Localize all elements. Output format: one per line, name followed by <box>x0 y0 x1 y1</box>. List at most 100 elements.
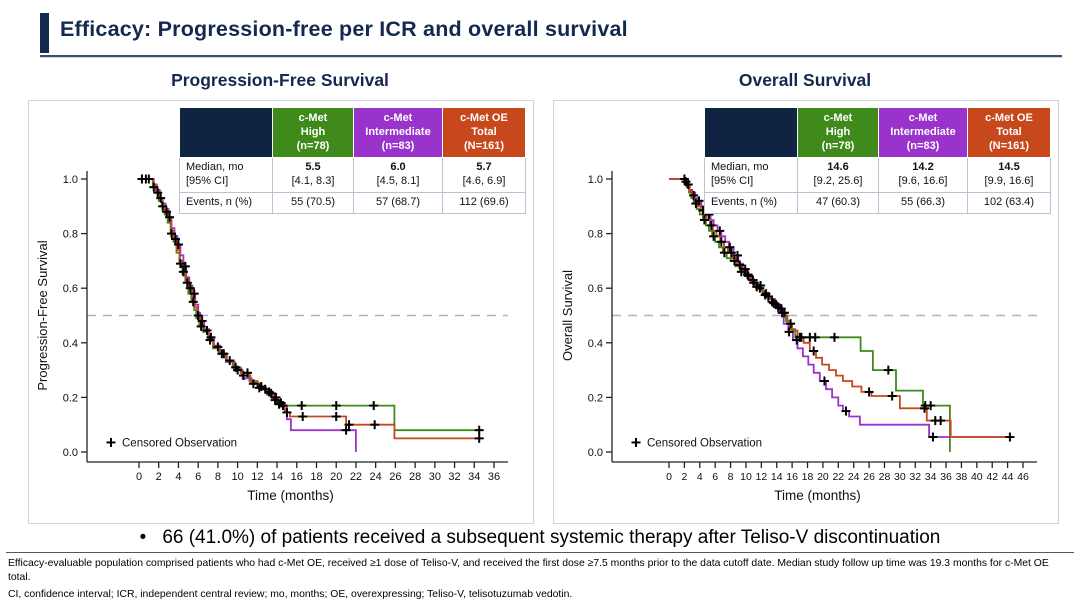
row-label-events: Events, n (%) <box>179 191 273 214</box>
svg-text:0.4: 0.4 <box>588 338 603 350</box>
svg-text:0: 0 <box>136 471 142 483</box>
table-header-row: c-Met High (n=78) c-Met Intermediate (n=… <box>704 106 1051 159</box>
title-accent-bar <box>40 13 49 53</box>
svg-text:26: 26 <box>863 471 875 483</box>
bullet-marker: • <box>139 527 147 548</box>
events-cell: 112 (69.6) <box>442 191 526 214</box>
row-label-median: Median, mo [95% CI] <box>704 157 798 193</box>
table-row-median: Median, mo [95% CI] 5.5 [4.1, 8.3] 6.0 [4.… <box>179 157 526 193</box>
svg-text:12: 12 <box>251 471 263 483</box>
events-cell: 102 (63.4) <box>967 191 1051 214</box>
svg-text:Progression-Free Survival: Progression-Free Survival <box>35 240 50 390</box>
svg-text:18: 18 <box>310 471 322 483</box>
table-row-events: Events, n (%) 55 (70.5) 57 (68.7) 112 (6… <box>179 191 526 214</box>
svg-text:14: 14 <box>271 471 283 483</box>
table-row-events: Events, n (%) 47 (60.3) 55 (66.3) 102 (6… <box>704 191 1051 214</box>
svg-text:46: 46 <box>1017 471 1029 483</box>
svg-text:Censored Observation: Censored Observation <box>647 437 762 449</box>
os-km-chart: 0.00.20.40.60.81.00 2 4 6 8 10 12 14 16 18 20 22 24 2… <box>560 171 1037 503</box>
median-cell: 14.2 [9.6, 16.6] <box>878 157 968 193</box>
ci-value: [9.2, 25.6] <box>813 175 863 187</box>
svg-text:38: 38 <box>956 471 968 483</box>
svg-text:40: 40 <box>971 471 983 483</box>
footnotes: Efficacy-evaluable population comprised … <box>8 557 1072 602</box>
svg-text:28: 28 <box>879 471 891 483</box>
svg-text:6: 6 <box>195 471 201 483</box>
os-stats-table: c-Met High (n=78) c-Met Intermediate (n=… <box>704 106 1051 214</box>
svg-text:0: 0 <box>666 471 672 483</box>
svg-text:22: 22 <box>832 471 844 483</box>
ci-value: [9.9, 16.6] <box>984 175 1034 187</box>
svg-text:36: 36 <box>940 471 952 483</box>
median-value: 14.2 <box>912 161 934 174</box>
svg-text:4: 4 <box>175 471 181 483</box>
bullet-line: • 66 (41.0%) of patients received a subse… <box>0 527 1080 549</box>
svg-text:28: 28 <box>409 471 421 483</box>
footnote-rule <box>6 552 1074 553</box>
row-label-median: Median, mo [95% CI] <box>179 157 273 193</box>
table-header-row: c-Met High (n=78) c-Met Intermediate (n=… <box>179 106 526 159</box>
col-header-cmet-intermediate: c-Met Intermediate (n=83) <box>878 106 968 159</box>
svg-text:20: 20 <box>330 471 342 483</box>
median-cell: 14.5 [9.9, 16.6] <box>967 157 1051 193</box>
footnote-population: Efficacy-evaluable population comprised … <box>8 558 1049 583</box>
svg-text:14: 14 <box>771 471 783 483</box>
svg-text:34: 34 <box>925 471 937 483</box>
bullet-text: 66 (41.0%) of patients received a subseq… <box>162 527 941 548</box>
svg-text:8: 8 <box>728 471 734 483</box>
svg-text:24: 24 <box>848 471 860 483</box>
median-cell: 6.0 [4.5, 8.1] <box>353 157 443 193</box>
svg-text:Time (months): Time (months) <box>774 488 861 503</box>
svg-text:30: 30 <box>894 471 906 483</box>
svg-text:8: 8 <box>215 471 221 483</box>
svg-text:16: 16 <box>786 471 798 483</box>
median-cell: 5.5 [4.1, 8.3] <box>272 157 354 193</box>
svg-text:6: 6 <box>712 471 718 483</box>
svg-text:18: 18 <box>802 471 814 483</box>
svg-text:0.8: 0.8 <box>588 229 603 241</box>
table-corner-cell <box>179 106 273 159</box>
svg-text:4: 4 <box>697 471 703 483</box>
page-title: Efficacy: Progression-free per ICR and o… <box>60 17 628 41</box>
pfs-stats-table: c-Met High (n=78) c-Met Intermediate (n=… <box>179 106 526 214</box>
svg-text:10: 10 <box>740 471 752 483</box>
events-cell: 55 (70.5) <box>272 191 354 214</box>
svg-text:30: 30 <box>429 471 441 483</box>
footnote-abbreviations: CI, confidence interval; ICR, independen… <box>8 589 573 601</box>
svg-text:22: 22 <box>350 471 362 483</box>
svg-text:0.0: 0.0 <box>588 447 603 459</box>
svg-text:20: 20 <box>817 471 829 483</box>
svg-text:Censored Observation: Censored Observation <box>122 437 237 449</box>
svg-text:26: 26 <box>389 471 401 483</box>
svg-text:2: 2 <box>156 471 162 483</box>
row-label-events: Events, n (%) <box>704 191 798 214</box>
events-cell: 55 (66.3) <box>878 191 968 214</box>
ci-value: [4.6, 6.9] <box>462 175 506 187</box>
events-cell: 57 (68.7) <box>353 191 443 214</box>
svg-text:Time (months): Time (months) <box>247 488 334 503</box>
svg-text:0.4: 0.4 <box>63 338 78 350</box>
svg-text:32: 32 <box>448 471 460 483</box>
title-rule <box>40 55 1062 57</box>
os-panel-title: Overall Survival <box>738 70 872 90</box>
ci-value: [4.5, 8.1] <box>376 175 420 187</box>
col-header-cmet-high: c-Met High (n=78) <box>272 106 354 159</box>
svg-text:0.2: 0.2 <box>588 392 603 404</box>
median-value: 5.5 <box>305 161 321 174</box>
svg-text:44: 44 <box>1002 471 1014 483</box>
median-value: 14.5 <box>998 161 1020 174</box>
svg-text:12: 12 <box>756 471 768 483</box>
os-panel: 0.0 0.2 0.4 0.6 0.8 1.0 0 2 4 6 8 10 12 14 16 18 20 22 24 2… <box>553 100 1059 524</box>
ci-value: [9.6, 16.6] <box>898 175 948 187</box>
svg-text:0.8: 0.8 <box>63 229 78 241</box>
pfs-km-chart: 0.00.20.40.60.81.00 2 4 6 8 10 12 14 16 18 20 22 24 2… <box>35 171 508 503</box>
svg-text:0.0: 0.0 <box>63 447 78 459</box>
svg-text:0.6: 0.6 <box>63 283 78 295</box>
col-header-cmet-oe-total: c-Met OE Total (N=161) <box>967 106 1051 159</box>
median-value: 14.6 <box>827 161 849 174</box>
svg-text:10: 10 <box>231 471 243 483</box>
svg-text:34: 34 <box>468 471 480 483</box>
svg-text:24: 24 <box>370 471 382 483</box>
svg-text:1.0: 1.0 <box>588 174 603 186</box>
pfs-panel: 0.0 0.2 0.4 0.6 0.8 1.0 0 2 4 6 8 10 12 14 16 18 20 22 24 2… <box>28 100 534 524</box>
